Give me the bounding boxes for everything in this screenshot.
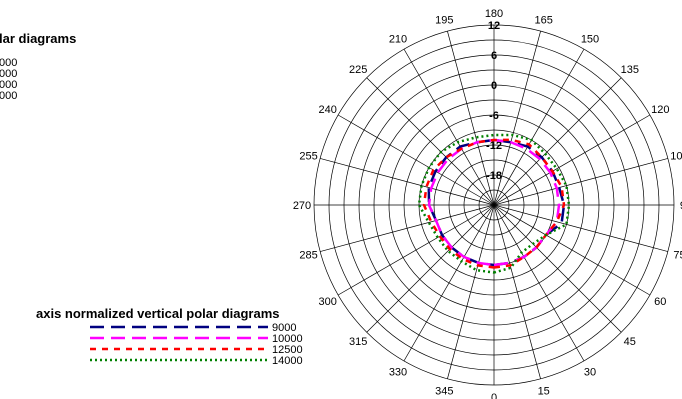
radial-tick-labels: 12 6 0 -6 -12 -18: [486, 20, 502, 182]
background-legend-label: 000: [0, 68, 17, 80]
legend-title: axis normalized vertical polar diagrams: [36, 306, 280, 321]
angle-tick-label: 240: [319, 104, 337, 116]
angle-tick-label: 210: [389, 34, 407, 46]
angle-tick-label: 315: [349, 336, 367, 348]
grid-spoke: [447, 204, 495, 379]
grid-spoke: [493, 114, 651, 206]
radial-tick-label: -6: [489, 110, 499, 122]
angle-tick-label: 75: [673, 250, 682, 262]
grid-spoke: [320, 158, 495, 206]
angle-tick-label: 165: [535, 15, 553, 27]
grid-spoke: [366, 77, 495, 206]
radial-tick-label: -18: [486, 170, 502, 182]
series-line-9000: [427, 138, 566, 267]
legend-label: 10000: [272, 333, 303, 345]
legend-label: 12500: [272, 344, 303, 356]
angle-tick-labels: 0153045607590105120135150165180195210225…: [293, 8, 682, 399]
angle-tick-label: 0: [491, 392, 497, 399]
angle-tick-label: 135: [621, 64, 639, 76]
background-legend-label: 000: [0, 57, 17, 69]
grid-spoke: [493, 48, 585, 206]
grid-spoke: [493, 204, 585, 362]
series-line-14000: [417, 133, 571, 274]
radial-tick-label: 0: [491, 80, 497, 92]
background-chart-title: lar diagrams: [0, 31, 76, 46]
grid-spoke: [493, 31, 541, 206]
angle-tick-label: 270: [293, 200, 311, 212]
grid-spoke: [493, 204, 622, 333]
radial-tick-label: 6: [491, 50, 497, 62]
legend-label: 14000: [272, 355, 303, 367]
angle-tick-label: 90: [680, 200, 682, 212]
grid-spoke: [337, 114, 495, 206]
angle-tick-label: 180: [485, 8, 503, 20]
angle-tick-label: 30: [584, 366, 596, 378]
angle-tick-label: 195: [435, 15, 453, 27]
grid-spoke: [337, 204, 495, 296]
grid-spoke: [493, 204, 541, 379]
grid-spoke: [403, 204, 495, 362]
angle-tick-label: 45: [624, 336, 636, 348]
angle-tick-label: 60: [654, 296, 666, 308]
grid-spoke: [493, 158, 668, 206]
angle-tick-label: 255: [299, 150, 317, 162]
radial-tick-label: -12: [486, 140, 502, 152]
polar-grid: [313, 24, 675, 386]
grid-spoke: [493, 77, 622, 206]
background-legend-label: 000: [0, 90, 17, 102]
radial-tick-label: 12: [488, 20, 500, 32]
angle-tick-label: 285: [299, 250, 317, 262]
angle-tick-label: 345: [435, 385, 453, 397]
legend-label: 9000: [272, 322, 296, 334]
background-legend-label: 000: [0, 79, 17, 91]
angle-tick-label: 150: [581, 34, 599, 46]
angle-tick-label: 120: [651, 104, 669, 116]
grid-spoke: [320, 204, 495, 252]
angle-tick-label: 330: [389, 366, 407, 378]
angle-tick-label: 105: [670, 150, 682, 162]
angle-tick-label: 15: [538, 385, 550, 397]
series-lines: [417, 133, 571, 274]
angle-tick-label: 300: [319, 296, 337, 308]
grid-spoke: [493, 204, 651, 296]
grid-spoke: [447, 31, 495, 206]
grid-spoke: [366, 204, 495, 333]
grid-spoke: [403, 48, 495, 206]
grid-spoke: [493, 204, 668, 252]
angle-tick-label: 225: [349, 64, 367, 76]
